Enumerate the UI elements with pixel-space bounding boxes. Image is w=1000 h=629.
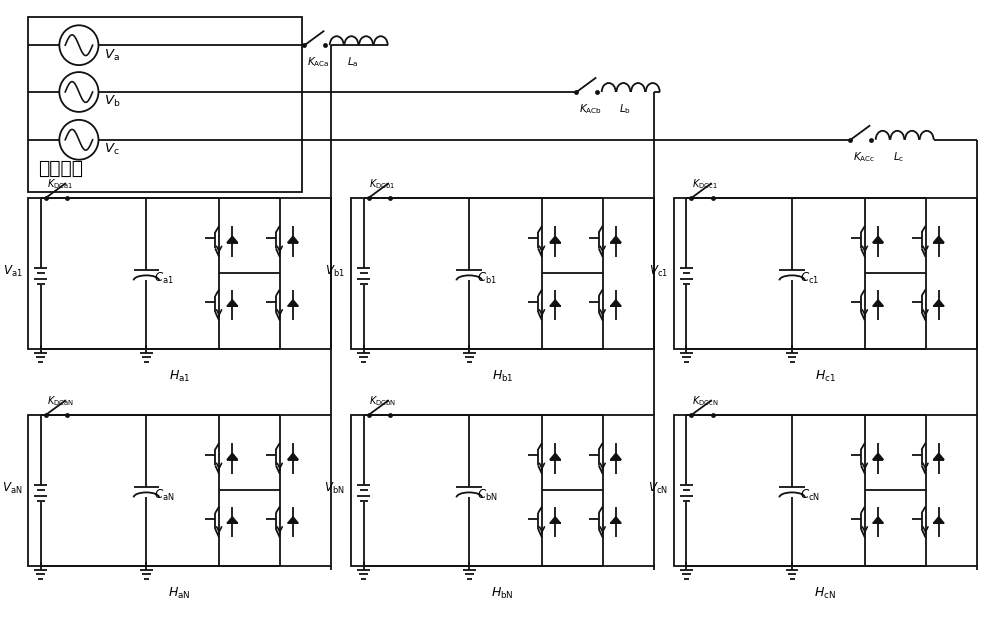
Text: $K_{\rm ACc}$: $K_{\rm ACc}$ bbox=[853, 150, 875, 164]
Text: $K_{\rm DCcN}$: $K_{\rm DCcN}$ bbox=[692, 394, 719, 408]
Bar bbox=[674, 415, 977, 566]
Polygon shape bbox=[288, 454, 298, 460]
Polygon shape bbox=[933, 517, 944, 523]
Polygon shape bbox=[610, 454, 621, 460]
Bar bbox=[351, 415, 654, 566]
Text: $H_{\rm b1}$: $H_{\rm b1}$ bbox=[492, 369, 513, 384]
Text: $L_{\rm c}$: $L_{\rm c}$ bbox=[893, 150, 904, 164]
Text: $V_{\rm c}$: $V_{\rm c}$ bbox=[104, 142, 120, 157]
Text: $H_{\rm bN}$: $H_{\rm bN}$ bbox=[491, 586, 514, 601]
Polygon shape bbox=[227, 300, 238, 306]
Bar bbox=[28, 415, 331, 566]
Text: $K_{\rm DCbN}$: $K_{\rm DCbN}$ bbox=[369, 394, 397, 408]
Bar bbox=[28, 18, 302, 192]
Polygon shape bbox=[933, 300, 944, 306]
Text: $V_{\rm c1}$: $V_{\rm c1}$ bbox=[649, 264, 668, 279]
Text: 交流电网: 交流电网 bbox=[38, 159, 83, 177]
Text: $K_{\rm DCc1}$: $K_{\rm DCc1}$ bbox=[692, 177, 718, 191]
Polygon shape bbox=[873, 236, 883, 243]
Polygon shape bbox=[873, 300, 883, 306]
Polygon shape bbox=[933, 454, 944, 460]
Text: $K_{\rm DCb1}$: $K_{\rm DCb1}$ bbox=[369, 177, 396, 191]
Polygon shape bbox=[288, 517, 298, 523]
Text: $K_{\rm DCa1}$: $K_{\rm DCa1}$ bbox=[47, 177, 73, 191]
Text: $K_{\rm ACb}$: $K_{\rm ACb}$ bbox=[579, 102, 602, 116]
Text: $C_{\rm aN}$: $C_{\rm aN}$ bbox=[154, 487, 175, 503]
Text: $C_{\rm b1}$: $C_{\rm b1}$ bbox=[477, 270, 497, 286]
Text: $V_{\rm a}$: $V_{\rm a}$ bbox=[104, 48, 120, 63]
Polygon shape bbox=[873, 454, 883, 460]
Text: $C_{\rm c1}$: $C_{\rm c1}$ bbox=[800, 270, 819, 286]
Polygon shape bbox=[550, 236, 561, 243]
Polygon shape bbox=[227, 454, 238, 460]
Text: $K_{\rm ACa}$: $K_{\rm ACa}$ bbox=[307, 55, 329, 69]
Polygon shape bbox=[227, 236, 238, 243]
Text: $H_{\rm a1}$: $H_{\rm a1}$ bbox=[169, 369, 190, 384]
Polygon shape bbox=[610, 300, 621, 306]
Polygon shape bbox=[933, 236, 944, 243]
Text: $H_{\rm aN}$: $H_{\rm aN}$ bbox=[168, 586, 191, 601]
Polygon shape bbox=[550, 454, 561, 460]
Text: $V_{\rm b}$: $V_{\rm b}$ bbox=[104, 94, 121, 109]
Bar bbox=[28, 198, 331, 349]
Text: $C_{\rm a1}$: $C_{\rm a1}$ bbox=[154, 270, 174, 286]
Polygon shape bbox=[610, 236, 621, 243]
Polygon shape bbox=[550, 300, 561, 306]
Polygon shape bbox=[873, 517, 883, 523]
Text: $V_{\rm aN}$: $V_{\rm aN}$ bbox=[2, 481, 22, 496]
Text: $L_{\rm a}$: $L_{\rm a}$ bbox=[347, 55, 359, 69]
Polygon shape bbox=[227, 517, 238, 523]
Polygon shape bbox=[288, 300, 298, 306]
Bar bbox=[351, 198, 654, 349]
Text: $V_{\rm a1}$: $V_{\rm a1}$ bbox=[3, 264, 22, 279]
Text: $V_{\rm b1}$: $V_{\rm b1}$ bbox=[325, 264, 345, 279]
Polygon shape bbox=[288, 236, 298, 243]
Text: $V_{\rm bN}$: $V_{\rm bN}$ bbox=[324, 481, 345, 496]
Text: $C_{\rm cN}$: $C_{\rm cN}$ bbox=[800, 487, 820, 503]
Text: $H_{\rm cN}$: $H_{\rm cN}$ bbox=[814, 586, 836, 601]
Polygon shape bbox=[610, 517, 621, 523]
Text: $K_{\rm DCaN}$: $K_{\rm DCaN}$ bbox=[47, 394, 74, 408]
Text: $L_{\rm b}$: $L_{\rm b}$ bbox=[619, 102, 631, 116]
Polygon shape bbox=[550, 517, 561, 523]
Bar bbox=[674, 198, 977, 349]
Text: $C_{\rm bN}$: $C_{\rm bN}$ bbox=[477, 487, 498, 503]
Text: $V_{\rm cN}$: $V_{\rm cN}$ bbox=[648, 481, 668, 496]
Text: $H_{\rm c1}$: $H_{\rm c1}$ bbox=[815, 369, 836, 384]
